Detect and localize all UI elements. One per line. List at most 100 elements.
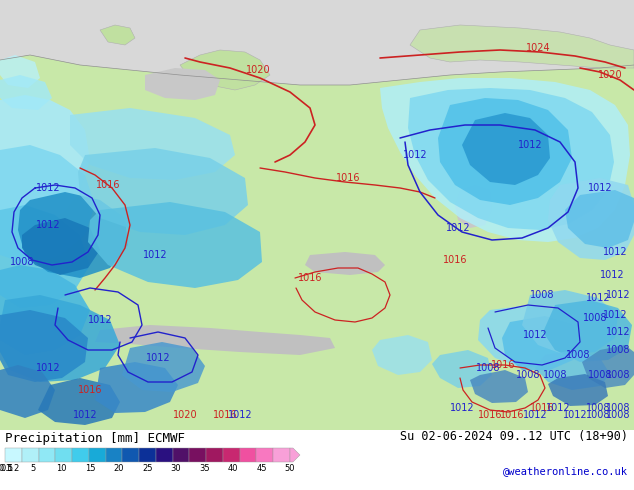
Text: 1016: 1016 <box>500 410 524 420</box>
Text: 1020: 1020 <box>172 410 197 420</box>
Polygon shape <box>0 95 90 230</box>
Text: 1008: 1008 <box>566 350 590 360</box>
Polygon shape <box>95 325 335 355</box>
Polygon shape <box>372 335 432 375</box>
Bar <box>257 448 273 462</box>
Polygon shape <box>535 350 610 390</box>
Text: 1016: 1016 <box>530 403 554 413</box>
Bar <box>273 448 290 462</box>
Polygon shape <box>145 68 220 100</box>
Text: 5: 5 <box>30 464 36 473</box>
Text: 1012: 1012 <box>588 183 612 193</box>
Bar <box>206 448 223 462</box>
Bar <box>0 0 634 430</box>
Text: 1012: 1012 <box>36 363 60 373</box>
Text: 0.5: 0.5 <box>1 464 14 473</box>
Polygon shape <box>38 378 120 425</box>
Text: 1012: 1012 <box>450 403 474 413</box>
Text: 1012: 1012 <box>146 353 171 363</box>
Bar <box>89 448 106 462</box>
Bar <box>172 448 190 462</box>
Bar <box>72 448 89 462</box>
Polygon shape <box>522 290 618 355</box>
Text: 30: 30 <box>171 464 181 473</box>
Bar <box>22 448 39 462</box>
Text: 1012: 1012 <box>36 183 60 193</box>
Text: 1008: 1008 <box>530 290 554 300</box>
Polygon shape <box>0 310 88 382</box>
Text: 1008: 1008 <box>543 370 567 380</box>
Text: Su 02-06-2024 09..12 UTC (18+90): Su 02-06-2024 09..12 UTC (18+90) <box>400 430 628 443</box>
Text: 1012: 1012 <box>143 250 167 260</box>
Text: 1012: 1012 <box>605 290 630 300</box>
Polygon shape <box>0 55 634 430</box>
Polygon shape <box>0 265 90 355</box>
Text: 1016: 1016 <box>478 410 502 420</box>
Polygon shape <box>0 145 95 265</box>
Text: 1012: 1012 <box>403 150 427 160</box>
Polygon shape <box>548 178 634 260</box>
Text: 1008: 1008 <box>586 403 611 413</box>
Text: 1012: 1012 <box>586 293 611 303</box>
Bar <box>122 448 139 462</box>
Polygon shape <box>470 370 528 403</box>
Text: 1016: 1016 <box>443 255 467 265</box>
Polygon shape <box>100 25 135 45</box>
Text: 1008: 1008 <box>605 345 630 355</box>
Polygon shape <box>582 345 634 388</box>
Text: 1024: 1024 <box>526 43 550 53</box>
Text: 1008: 1008 <box>476 363 500 373</box>
Polygon shape <box>70 108 235 180</box>
Polygon shape <box>543 300 632 362</box>
Polygon shape <box>410 25 634 68</box>
Text: 10: 10 <box>56 464 67 473</box>
Text: 40: 40 <box>228 464 238 473</box>
Text: @weatheronline.co.uk: @weatheronline.co.uk <box>503 466 628 476</box>
Polygon shape <box>478 305 582 368</box>
Polygon shape <box>0 295 120 382</box>
Text: 1008: 1008 <box>583 313 607 323</box>
Bar <box>55 448 72 462</box>
Text: 0.1: 0.1 <box>0 464 11 473</box>
Text: 25: 25 <box>142 464 152 473</box>
Text: 1008: 1008 <box>605 370 630 380</box>
Text: 1012: 1012 <box>73 410 97 420</box>
Text: 1008: 1008 <box>515 370 540 380</box>
Text: 1012: 1012 <box>605 327 630 337</box>
Bar <box>5 448 22 462</box>
Polygon shape <box>78 148 248 235</box>
Bar <box>156 448 172 462</box>
Bar <box>0 430 634 490</box>
Polygon shape <box>88 202 262 288</box>
Text: 1008: 1008 <box>588 370 612 380</box>
Text: 1016: 1016 <box>298 273 322 283</box>
Text: 1012: 1012 <box>518 140 542 150</box>
Text: 1008: 1008 <box>605 410 630 420</box>
Polygon shape <box>18 192 128 278</box>
Polygon shape <box>180 50 270 90</box>
Text: 1016: 1016 <box>96 180 120 190</box>
Text: 1: 1 <box>8 464 13 473</box>
Text: 1012: 1012 <box>87 315 112 325</box>
Text: 1020: 1020 <box>246 65 270 75</box>
Bar <box>39 448 55 462</box>
Text: 1012: 1012 <box>446 223 470 233</box>
Text: 1012: 1012 <box>228 410 252 420</box>
Polygon shape <box>438 98 572 205</box>
Bar <box>240 448 257 462</box>
Text: 2: 2 <box>13 464 18 473</box>
Text: 1016: 1016 <box>213 410 237 420</box>
Text: 1012: 1012 <box>546 403 571 413</box>
Polygon shape <box>462 113 550 185</box>
Text: 1008: 1008 <box>605 403 630 413</box>
Bar <box>223 448 240 462</box>
Text: 1012: 1012 <box>522 410 547 420</box>
Polygon shape <box>548 374 608 406</box>
Text: 1012: 1012 <box>603 247 627 257</box>
Polygon shape <box>22 218 100 275</box>
Polygon shape <box>95 362 178 413</box>
Text: 35: 35 <box>199 464 210 473</box>
Polygon shape <box>0 75 52 110</box>
Text: 1016: 1016 <box>336 173 360 183</box>
Text: 20: 20 <box>113 464 124 473</box>
